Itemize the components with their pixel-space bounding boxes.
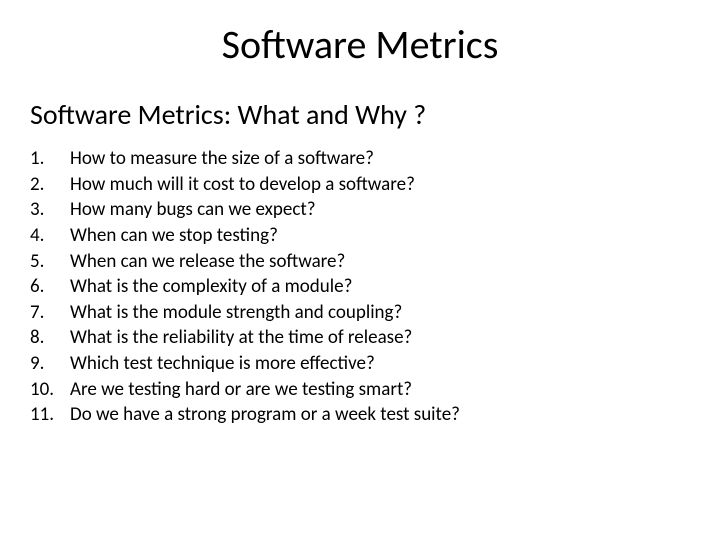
list-text: What is the reliability at the time of r… (70, 325, 690, 351)
list-number: 10. (30, 377, 70, 403)
list-number: 11. (30, 402, 70, 428)
list-text: How much will it cost to develop a softw… (70, 172, 690, 198)
list-number: 3. (30, 197, 70, 223)
list-number: 6. (30, 274, 70, 300)
list-item: 6.What is the complexity of a module? (30, 274, 690, 300)
list-number: 4. (30, 223, 70, 249)
list-text: Are we testing hard or are we testing sm… (70, 377, 690, 403)
list-number: 1. (30, 146, 70, 172)
list-number: 9. (30, 351, 70, 377)
slide-subtitle: Software Metrics: What and Why ? (30, 97, 690, 132)
list-text: What is the complexity of a module? (70, 274, 690, 300)
list-number: 2. (30, 172, 70, 198)
list-text: When can we stop testing? (70, 223, 690, 249)
list-number: 5. (30, 249, 70, 275)
list-item: 1.How to measure the size of a software? (30, 146, 690, 172)
list-item: 4.When can we stop testing? (30, 223, 690, 249)
list-item: 2.How much will it cost to develop a sof… (30, 172, 690, 198)
list-text: When can we release the software? (70, 249, 690, 275)
list-number: 7. (30, 300, 70, 326)
list-item: 5.When can we release the software? (30, 249, 690, 275)
list-item: 10.Are we testing hard or are we testing… (30, 377, 690, 403)
question-list: 1.How to measure the size of a software?… (30, 146, 690, 428)
list-text: Do we have a strong program or a week te… (70, 402, 690, 428)
list-item: 7.What is the module strength and coupli… (30, 300, 690, 326)
list-item: 3.How many bugs can we expect? (30, 197, 690, 223)
slide: Software Metrics Software Metrics: What … (0, 0, 720, 540)
list-text: What is the module strength and coupling… (70, 300, 690, 326)
list-item: 11.Do we have a strong program or a week… (30, 402, 690, 428)
slide-title: Software Metrics (30, 20, 690, 69)
list-item: 9.Which test technique is more effective… (30, 351, 690, 377)
list-item: 8.What is the reliability at the time of… (30, 325, 690, 351)
list-text: How many bugs can we expect? (70, 197, 690, 223)
list-text: How to measure the size of a software? (70, 146, 690, 172)
list-text: Which test technique is more effective? (70, 351, 690, 377)
list-number: 8. (30, 325, 70, 351)
